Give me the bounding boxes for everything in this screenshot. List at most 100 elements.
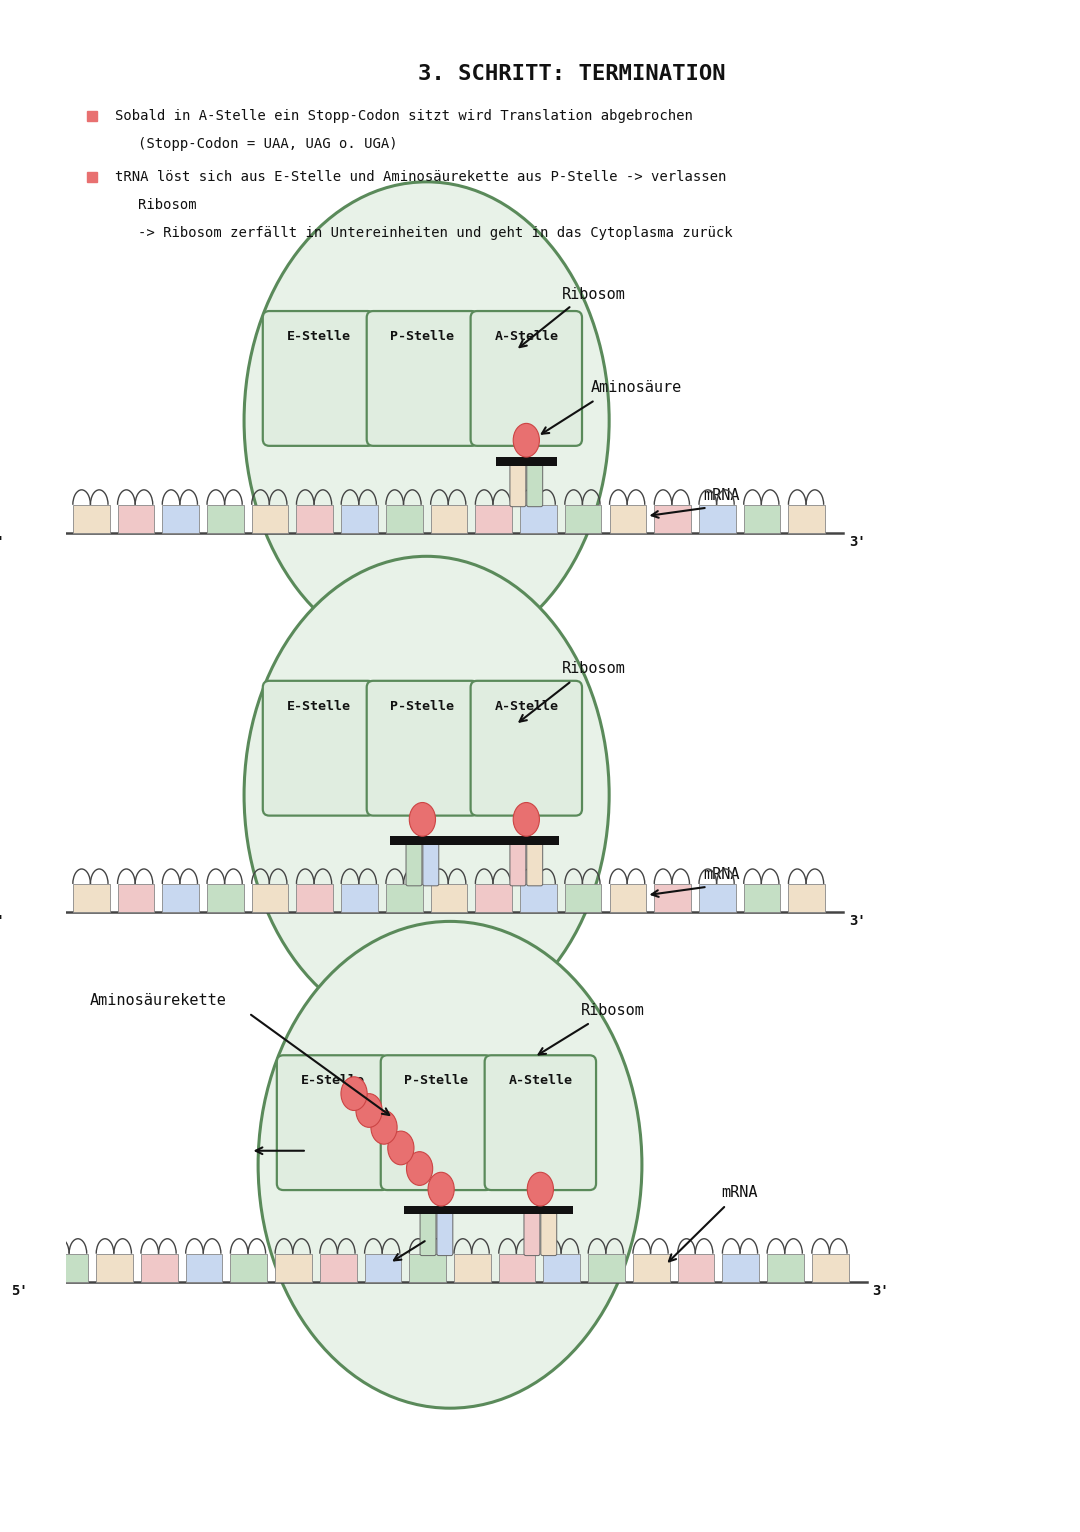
Text: mRNA: mRNA <box>703 489 740 502</box>
Bar <box>28 506 65 533</box>
Text: 3': 3' <box>849 535 865 548</box>
Bar <box>186 1253 222 1282</box>
Text: mRNA: mRNA <box>721 1186 758 1201</box>
FancyBboxPatch shape <box>276 1056 388 1190</box>
Bar <box>475 884 512 912</box>
Bar <box>699 506 735 533</box>
Text: E-Stelle: E-Stelle <box>300 1074 365 1088</box>
Bar <box>431 506 468 533</box>
Bar <box>654 884 691 912</box>
Bar <box>320 1253 356 1282</box>
FancyBboxPatch shape <box>471 680 582 815</box>
Bar <box>677 1253 714 1282</box>
Bar <box>496 457 556 466</box>
Bar <box>521 506 557 533</box>
FancyBboxPatch shape <box>406 843 422 885</box>
Text: -> Ribosom zerfällt in Untereinheiten und geht in das Cytoplasma zurück: -> Ribosom zerfällt in Untereinheiten un… <box>138 227 733 241</box>
Bar <box>723 1253 759 1282</box>
Bar <box>654 506 691 533</box>
Text: Ribosom: Ribosom <box>563 286 626 302</box>
FancyBboxPatch shape <box>262 680 374 815</box>
Ellipse shape <box>406 1152 433 1186</box>
Bar <box>341 506 378 533</box>
FancyBboxPatch shape <box>471 311 582 446</box>
Text: 3': 3' <box>873 1284 889 1298</box>
FancyBboxPatch shape <box>524 1212 540 1256</box>
Ellipse shape <box>409 803 435 836</box>
Bar <box>589 1253 625 1282</box>
Bar <box>812 1253 849 1282</box>
Ellipse shape <box>388 1131 414 1164</box>
Bar <box>162 506 199 533</box>
Text: A-Stelle: A-Stelle <box>495 329 558 343</box>
Text: P-Stelle: P-Stelle <box>390 700 455 712</box>
Bar <box>521 884 557 912</box>
Bar <box>52 1253 89 1282</box>
Bar <box>633 1253 670 1282</box>
Text: tRNA löst sich aus E-Stelle und Aminosäurekette aus P-Stelle -> verlassen: tRNA löst sich aus E-Stelle und Aminosäu… <box>114 170 726 184</box>
Bar <box>341 884 378 912</box>
Bar <box>386 506 422 533</box>
Text: E-Stelle: E-Stelle <box>286 329 351 343</box>
Text: Ribosom: Ribosom <box>138 198 197 213</box>
Bar <box>788 884 825 912</box>
Bar <box>96 1253 133 1282</box>
Text: Ribosom: Ribosom <box>563 662 626 676</box>
Bar <box>141 1253 177 1282</box>
Text: E-Stelle: E-Stelle <box>286 700 351 712</box>
Bar <box>609 506 646 533</box>
FancyBboxPatch shape <box>437 1212 453 1256</box>
Text: Sobald in A-Stelle ein Stopp-Codon sitzt wird Translation abgebrochen: Sobald in A-Stelle ein Stopp-Codon sitzt… <box>114 109 692 124</box>
FancyBboxPatch shape <box>510 843 526 885</box>
Text: Aminosäurekette: Aminosäurekette <box>90 993 227 1008</box>
Bar <box>72 884 109 912</box>
Text: (Stopp-Codon = UAA, UAG o. UGA): (Stopp-Codon = UAA, UAG o. UGA) <box>138 138 397 152</box>
FancyBboxPatch shape <box>485 1056 596 1190</box>
Bar <box>543 1253 580 1282</box>
Bar <box>252 884 288 912</box>
Bar <box>118 506 154 533</box>
Text: 5': 5' <box>0 915 4 928</box>
Bar <box>404 1206 573 1215</box>
Ellipse shape <box>341 1077 367 1111</box>
Bar <box>565 506 602 533</box>
Text: A-Stelle: A-Stelle <box>495 700 558 712</box>
Text: P-Stelle: P-Stelle <box>390 329 455 343</box>
Bar <box>565 884 602 912</box>
FancyBboxPatch shape <box>541 1212 556 1256</box>
Bar <box>788 506 825 533</box>
Bar <box>454 1253 490 1282</box>
Text: 3. SCHRITT: TERMINATION: 3. SCHRITT: TERMINATION <box>418 64 726 84</box>
Ellipse shape <box>513 423 539 457</box>
Ellipse shape <box>258 921 642 1408</box>
Bar <box>275 1253 312 1282</box>
Text: Ribosom: Ribosom <box>581 1003 645 1017</box>
Bar <box>699 884 735 912</box>
FancyBboxPatch shape <box>420 1212 436 1256</box>
FancyBboxPatch shape <box>381 1056 492 1190</box>
Bar <box>252 506 288 533</box>
Bar <box>230 1253 267 1282</box>
Ellipse shape <box>513 803 539 836</box>
Text: 5': 5' <box>0 535 4 548</box>
FancyBboxPatch shape <box>262 311 374 446</box>
Bar <box>162 884 199 912</box>
Bar <box>744 884 781 912</box>
Ellipse shape <box>244 182 609 659</box>
Bar <box>28 884 65 912</box>
Bar <box>390 836 559 844</box>
Ellipse shape <box>370 1111 397 1144</box>
Bar <box>499 1253 536 1282</box>
Bar <box>365 1253 402 1282</box>
Text: 5': 5' <box>11 1284 28 1298</box>
Bar <box>609 884 646 912</box>
Text: A-Stelle: A-Stelle <box>509 1074 572 1088</box>
FancyBboxPatch shape <box>510 464 526 507</box>
Bar <box>386 884 422 912</box>
Ellipse shape <box>428 1172 455 1206</box>
Bar <box>744 506 781 533</box>
Ellipse shape <box>356 1094 382 1128</box>
Bar <box>296 506 333 533</box>
Bar <box>118 884 154 912</box>
FancyBboxPatch shape <box>527 843 542 885</box>
